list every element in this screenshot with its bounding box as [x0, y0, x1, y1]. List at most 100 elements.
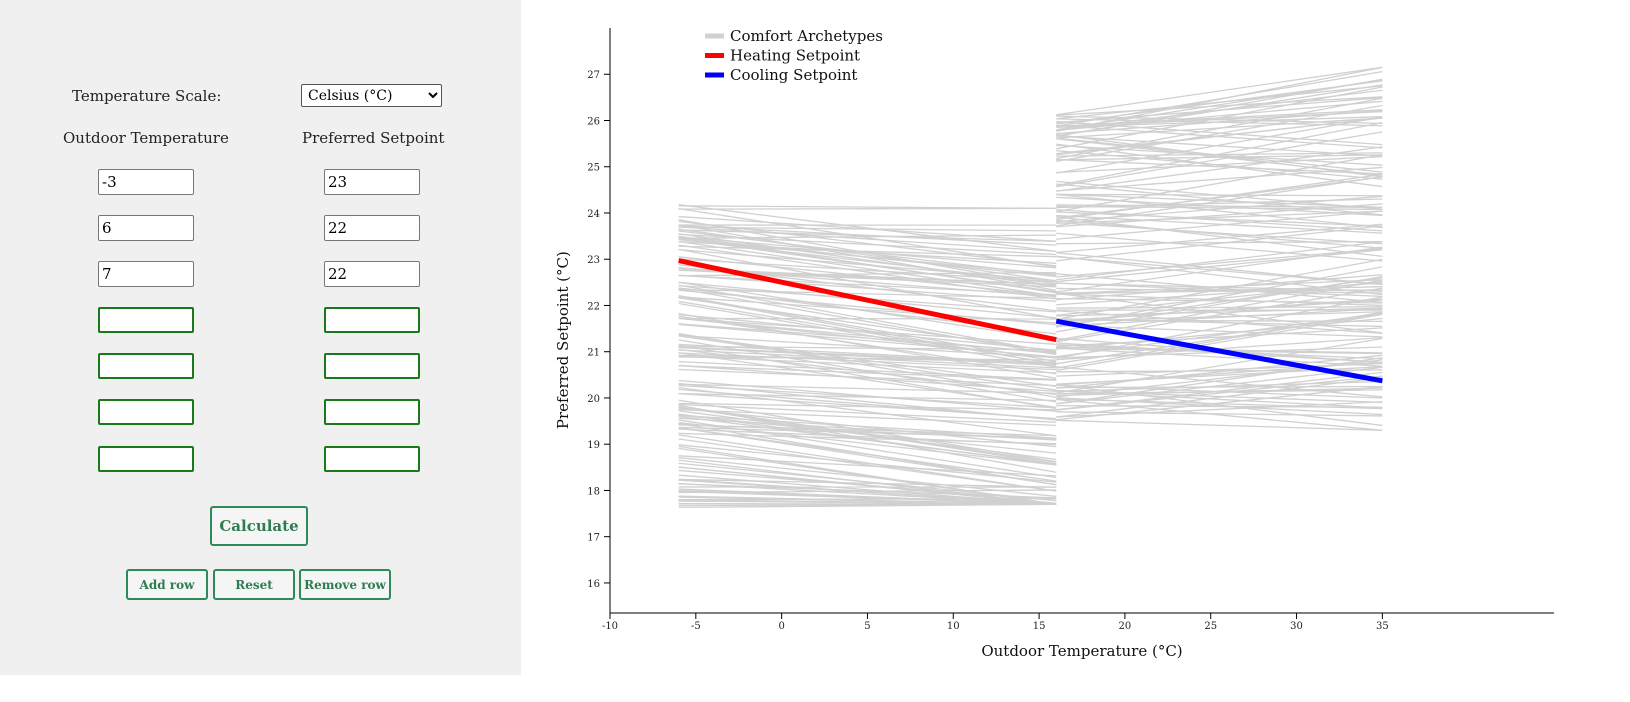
- archetype-heating-line: [678, 364, 1057, 393]
- archetype-cooling-line: [1056, 404, 1383, 408]
- archetype-heating-line: [678, 488, 1057, 505]
- archetype-cooling-line: [1056, 306, 1383, 309]
- y-tick-label: 24: [587, 209, 600, 220]
- archetype-heating-line: [678, 281, 1057, 341]
- archetype-cooling-line: [1056, 223, 1383, 254]
- reset-button[interactable]: Reset: [213, 569, 295, 600]
- archetype-cooling-line: [1056, 398, 1383, 431]
- archetype-cooling-line: [1056, 180, 1383, 210]
- archetype-cooling-line: [1056, 211, 1383, 227]
- y-tick-label: 19: [587, 440, 600, 451]
- outdoor-temp-input-7[interactable]: [98, 446, 194, 472]
- outdoor-temp-input-6[interactable]: [98, 399, 194, 425]
- archetype-cooling-line: [1056, 312, 1383, 365]
- archetype-heating-line: [678, 288, 1057, 299]
- setpoint-input-1[interactable]: [324, 169, 420, 195]
- archetype-cooling-line: [1056, 390, 1383, 409]
- archetype-cooling-line: [1056, 97, 1383, 124]
- archetype-heating-line: [678, 345, 1057, 351]
- archetype-cooling-line: [1056, 100, 1383, 131]
- archetype-heating-line: [678, 240, 1057, 297]
- calculate-button[interactable]: Calculate: [210, 506, 308, 546]
- x-tick-label: 15: [1033, 621, 1046, 632]
- archetype-cooling-line: [1056, 144, 1383, 166]
- archetype-heating-line: [678, 483, 1057, 499]
- archetype-heating-line: [678, 478, 1057, 488]
- archetype-heating-line: [678, 474, 1057, 505]
- archetype-cooling-line: [1056, 205, 1383, 211]
- x-tick-label: 30: [1290, 621, 1303, 632]
- archetype-heating-line: [678, 248, 1057, 320]
- archetype-cooling-line: [1056, 312, 1383, 358]
- archetype-heating-line: [678, 445, 1057, 505]
- archetype-cooling-line: [1056, 116, 1383, 174]
- setpoint-input-4[interactable]: [324, 307, 420, 333]
- archetype-heating-line: [678, 382, 1057, 421]
- archetype-heating-line: [678, 419, 1057, 479]
- archetype-heating-line: [678, 503, 1057, 509]
- outdoor-temp-input-3[interactable]: [98, 261, 194, 287]
- archetype-heating-line: [678, 410, 1057, 461]
- archetype-cooling-line: [1056, 359, 1383, 398]
- archetype-heating-line: [678, 335, 1057, 391]
- archetype-cooling-line: [1056, 327, 1383, 348]
- archetype-heating-line: [678, 237, 1057, 278]
- archetype-heating-line: [678, 226, 1057, 252]
- archetype-cooling-line: [1056, 152, 1383, 157]
- archetype-heating-line: [678, 312, 1057, 379]
- archetype-cooling-line: [1056, 210, 1383, 224]
- heating-setpoint-line: [678, 258, 1057, 343]
- archetype-cooling-line: [1056, 337, 1383, 394]
- archetype-heating-line: [678, 413, 1057, 466]
- archetype-cooling-line: [1056, 66, 1383, 116]
- archetype-cooling-line: [1056, 240, 1383, 245]
- archetype-heating-line: [678, 256, 1057, 297]
- temperature-scale-select[interactable]: Celsius (°C): [301, 84, 442, 107]
- archetype-heating-line: [678, 456, 1057, 498]
- temperature-scale-label: Temperature Scale:: [72, 87, 222, 105]
- archetype-heating-line: [678, 274, 1057, 296]
- archetype-cooling-line: [1056, 193, 1383, 229]
- archetype-cooling-line: [1056, 287, 1383, 294]
- y-tick-label: 27: [587, 70, 600, 81]
- archetype-cooling-line: [1056, 85, 1383, 120]
- setpoint-input-7[interactable]: [324, 446, 420, 472]
- outdoor-temp-input-2[interactable]: [98, 215, 194, 241]
- outdoor-temp-input-5[interactable]: [98, 353, 194, 379]
- archetype-heating-line: [678, 408, 1057, 427]
- outdoor-temp-input-1[interactable]: [98, 169, 194, 195]
- archetype-cooling-line: [1056, 380, 1383, 393]
- setpoint-series: [678, 258, 1383, 384]
- preferred-setpoint-header: Preferred Setpoint: [302, 129, 445, 147]
- archetype-cooling-line: [1056, 104, 1383, 163]
- chart-axes: -10 -5 0 5 10 15 20 25 30 35 16 17 18 19 20 21 22 23 24 25 2…: [587, 28, 1554, 632]
- comfort-archetype-lines: [678, 66, 1383, 509]
- archetype-heating-line: [678, 233, 1057, 288]
- outdoor-temp-input-4[interactable]: [98, 307, 194, 333]
- archetype-heating-line: [678, 386, 1057, 437]
- setpoint-input-5[interactable]: [324, 353, 420, 379]
- remove-row-button[interactable]: Remove row: [299, 569, 391, 600]
- add-row-button[interactable]: Add row: [126, 569, 208, 600]
- setpoint-input-3[interactable]: [324, 261, 420, 287]
- chart-legend: Comfort Archetypes Heating SetpointCoolin…: [705, 27, 883, 84]
- archetype-heating-line: [678, 204, 1057, 252]
- archetype-cooling-line: [1056, 298, 1383, 322]
- archetype-cooling-line: [1056, 279, 1383, 295]
- legend-label-heating-setpoint: Heating Setpoint: [730, 47, 860, 65]
- x-tick-label: 0: [778, 621, 784, 632]
- archetype-cooling-line: [1056, 96, 1383, 116]
- archetype-heating-line: [678, 403, 1057, 423]
- archetype-heating-line: [678, 479, 1057, 505]
- archetype-cooling-line: [1056, 166, 1383, 192]
- y-tick-label: 18: [587, 486, 600, 497]
- legend-label-comfort-archetypes: Comfort Archetypes: [730, 27, 883, 45]
- archetype-cooling-line: [1056, 146, 1383, 192]
- y-tick-label: 17: [587, 533, 600, 544]
- setpoint-input-2[interactable]: [324, 215, 420, 241]
- archetype-cooling-line: [1056, 138, 1383, 177]
- y-tick-label: 23: [587, 255, 600, 266]
- archetype-heating-line: [678, 288, 1057, 356]
- archetype-cooling-line: [1056, 135, 1383, 157]
- setpoint-input-6[interactable]: [324, 399, 420, 425]
